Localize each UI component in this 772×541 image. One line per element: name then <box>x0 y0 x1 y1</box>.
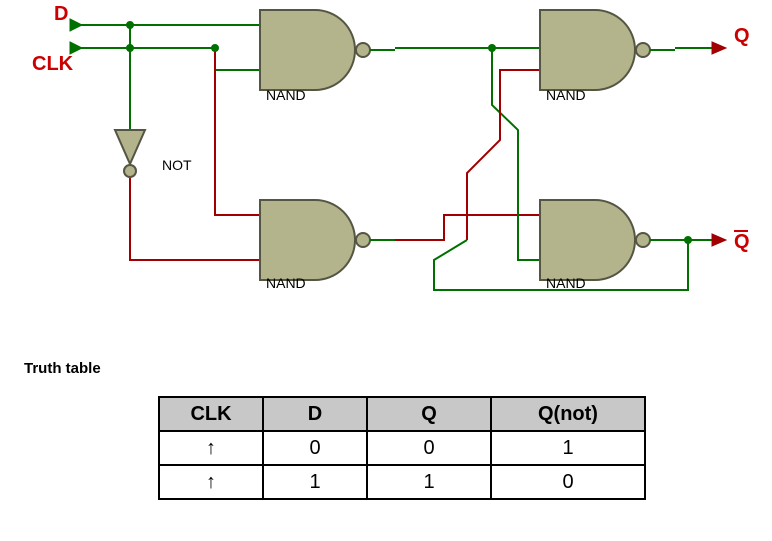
wire <box>130 178 260 260</box>
table-header-cell: CLK <box>159 397 263 431</box>
table-header-cell: D <box>263 397 367 431</box>
io-label: D <box>54 3 68 25</box>
wire <box>215 48 260 215</box>
table-cell: 1 <box>367 465 491 499</box>
io-label: Q <box>734 231 750 253</box>
gate-label: NAND <box>266 87 306 103</box>
gate-label: NOT <box>162 157 192 173</box>
output-arrow-icon <box>712 234 726 246</box>
junction-node <box>488 44 496 52</box>
nand-gate <box>540 200 675 280</box>
wire <box>70 48 260 70</box>
input-arrow-icon <box>70 19 82 31</box>
table-cell: 1 <box>491 431 645 465</box>
table-cell: 0 <box>263 431 367 465</box>
table-cell: 1 <box>263 465 367 499</box>
junction-node <box>211 44 219 52</box>
io-label: Q <box>734 25 750 47</box>
gate-label: NAND <box>266 275 306 291</box>
table-cell: 0 <box>367 431 491 465</box>
table-header-cell: Q <box>367 397 491 431</box>
not-gate <box>115 130 145 177</box>
table-cell: ↑ <box>159 465 263 499</box>
table-row: ↑001 <box>159 431 645 465</box>
table-header-cell: Q(not) <box>491 397 645 431</box>
gate-label: NAND <box>546 87 586 103</box>
nand-gate <box>540 10 675 90</box>
truth-table: CLKDQQ(not)↑001↑110 <box>158 396 646 500</box>
junction-node <box>684 236 692 244</box>
truth-table-heading: Truth table <box>24 360 101 377</box>
output-arrow-icon <box>712 42 726 54</box>
table-cell: ↑ <box>159 431 263 465</box>
io-label: CLK <box>32 53 74 75</box>
junction-node <box>126 21 134 29</box>
circuit-diagram: NAND NAND NAND NAND NOT D CLK Q Q <box>0 0 772 320</box>
gate-label: NAND <box>546 275 586 291</box>
junction-node <box>126 44 134 52</box>
nand-gate <box>260 10 395 90</box>
nand-gate <box>260 200 395 280</box>
table-cell: 0 <box>491 465 645 499</box>
table-row: ↑110 <box>159 465 645 499</box>
